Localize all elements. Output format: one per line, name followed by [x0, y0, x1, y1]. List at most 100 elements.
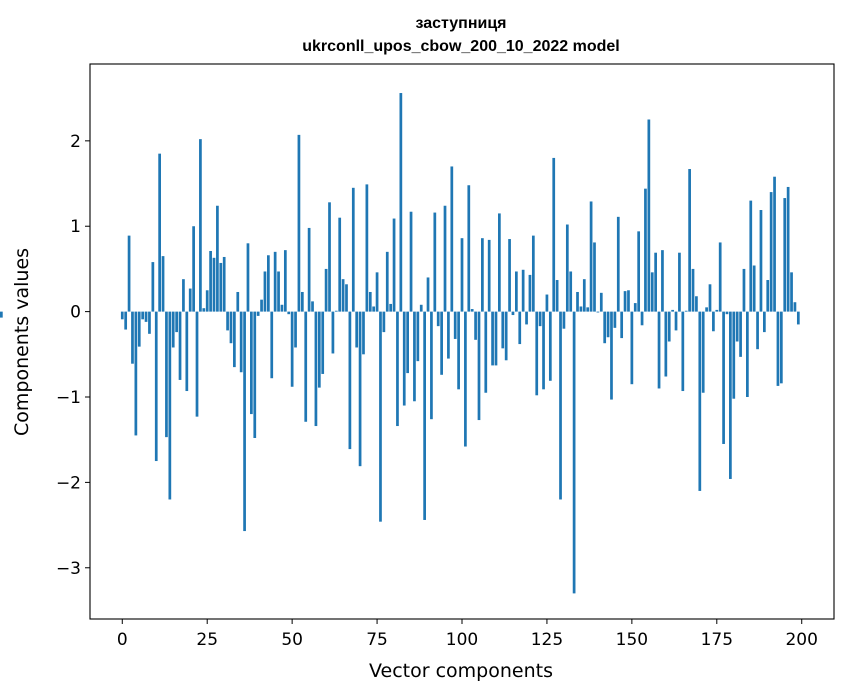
- bar: [151, 262, 155, 312]
- bar: [688, 169, 691, 312]
- bar: [616, 216, 620, 312]
- bar: [379, 311, 382, 522]
- bar: [283, 250, 287, 312]
- bar: [756, 311, 759, 350]
- bar: [134, 311, 138, 436]
- bar: [586, 307, 590, 312]
- bar: [273, 251, 277, 312]
- bar: [334, 310, 338, 312]
- bars-group: [0, 93, 800, 594]
- bar: [141, 311, 145, 320]
- bar: [457, 311, 460, 390]
- bar: [603, 311, 607, 344]
- bar: [671, 309, 674, 312]
- bar: [260, 299, 263, 312]
- bar: [623, 291, 627, 312]
- bar: [270, 311, 274, 379]
- bar: [317, 311, 321, 388]
- bar: [705, 307, 708, 312]
- bar: [202, 308, 206, 312]
- bar: [701, 311, 705, 393]
- bar: [205, 290, 209, 312]
- bar: [739, 311, 742, 357]
- bar: [165, 311, 168, 438]
- x-tick-label: 75: [366, 630, 388, 650]
- x-axis-ticks: 0 25 50 75 100 125 150 175 200: [117, 619, 818, 650]
- x-tick-label: 200: [785, 630, 817, 650]
- bar: [399, 93, 403, 312]
- bar: [715, 309, 719, 312]
- bar: [657, 311, 661, 389]
- bar: [484, 311, 488, 393]
- bar: [525, 311, 528, 325]
- bar: [552, 157, 556, 312]
- bar: [243, 311, 246, 532]
- bar: [773, 176, 776, 312]
- bar: [144, 311, 148, 322]
- bar: [290, 311, 294, 387]
- bar: [562, 311, 566, 329]
- bar: [131, 311, 134, 364]
- bar: [640, 311, 644, 326]
- bar: [362, 311, 365, 355]
- y-tick-label: −1: [56, 388, 81, 408]
- bar: [368, 291, 372, 312]
- bar: [222, 256, 226, 312]
- y-tick-label: −2: [56, 473, 81, 493]
- bar: [661, 250, 664, 312]
- x-tick-label: 25: [196, 630, 218, 650]
- bar: [763, 311, 766, 333]
- bar: [576, 291, 579, 312]
- bar: [392, 218, 396, 312]
- bar: [236, 291, 240, 312]
- bar: [385, 251, 389, 312]
- bar: [708, 284, 712, 312]
- bar: [545, 294, 549, 312]
- bar: [0, 311, 3, 318]
- bar: [419, 304, 423, 312]
- bar: [158, 153, 161, 312]
- bar: [345, 284, 348, 312]
- y-axis-label: Components values: [11, 248, 33, 436]
- bar: [277, 271, 280, 312]
- y-tick-label: 0: [70, 303, 81, 323]
- bar: [569, 271, 573, 312]
- bar: [790, 272, 793, 312]
- bar: [300, 291, 304, 312]
- bar: [219, 262, 223, 312]
- bar: [450, 166, 454, 312]
- bar: [596, 311, 600, 313]
- bar: [650, 272, 654, 312]
- bar: [375, 272, 379, 312]
- bar: [508, 239, 511, 312]
- bar: [233, 311, 236, 368]
- bar: [477, 311, 481, 421]
- bar: [188, 288, 192, 312]
- bar: [358, 311, 362, 467]
- bar: [250, 311, 253, 415]
- y-tick-label: 2: [70, 132, 81, 152]
- bar: [572, 311, 576, 594]
- bar: [423, 311, 426, 520]
- bar: [589, 201, 593, 312]
- bar: [752, 265, 756, 312]
- x-tick-label: 125: [531, 630, 563, 650]
- bar: [779, 311, 783, 384]
- bar: [542, 311, 545, 390]
- bar: [355, 311, 359, 348]
- bar: [582, 279, 586, 312]
- bar: [209, 250, 212, 312]
- bar: [786, 186, 790, 312]
- bar: [674, 311, 678, 331]
- bar: [698, 311, 702, 491]
- bar: [644, 188, 647, 312]
- bar: [735, 311, 739, 342]
- bar: [321, 311, 325, 374]
- bar: [718, 242, 722, 312]
- bar: [684, 310, 688, 312]
- bar: [338, 217, 342, 312]
- bar: [647, 119, 651, 312]
- bar: [627, 290, 630, 312]
- bar: [409, 211, 413, 312]
- bar: [161, 256, 165, 312]
